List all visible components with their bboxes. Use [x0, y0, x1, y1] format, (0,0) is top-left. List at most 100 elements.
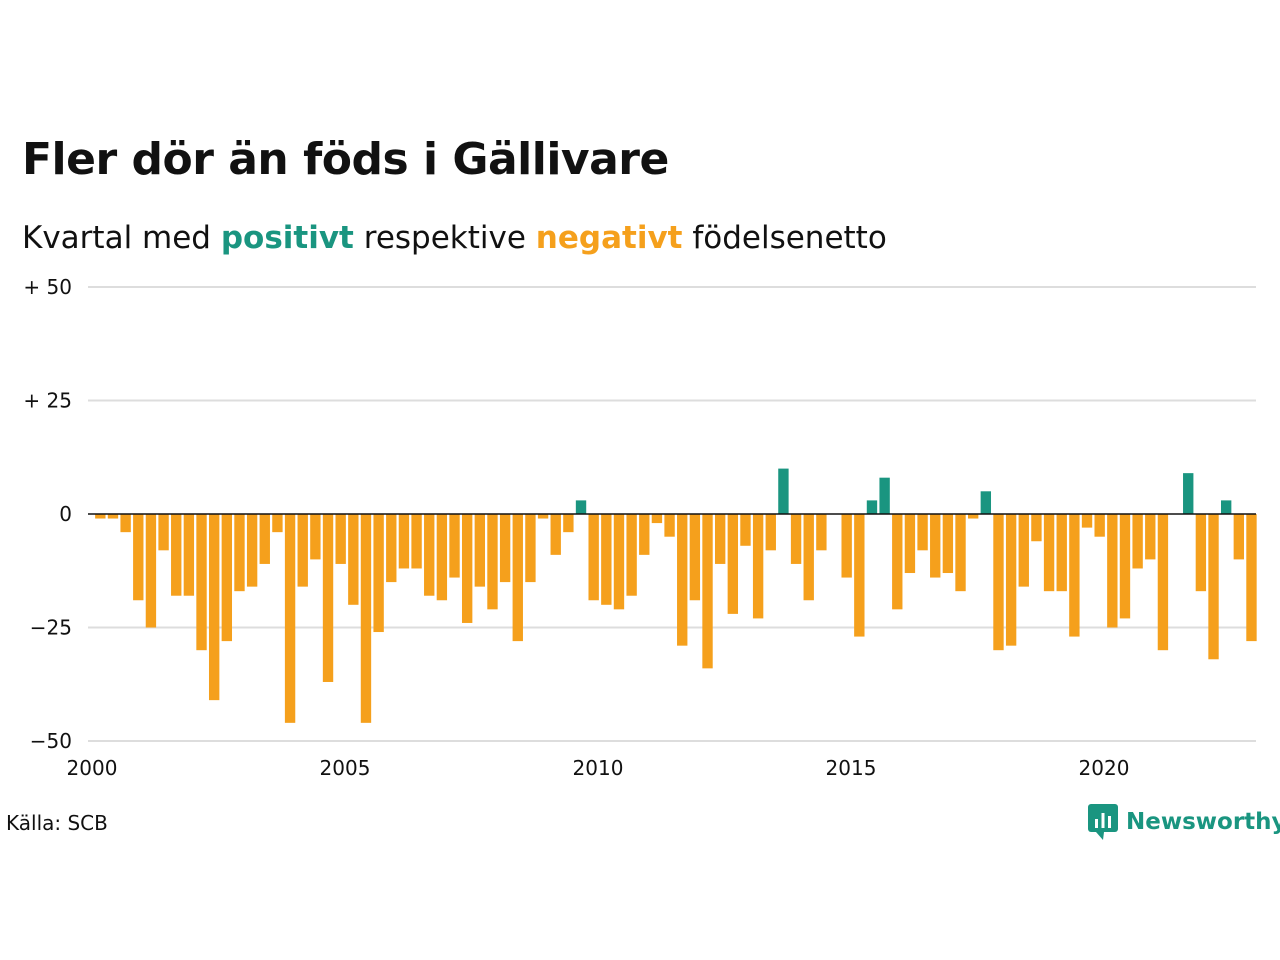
bar	[1132, 514, 1143, 569]
bar	[588, 514, 599, 601]
bar	[512, 514, 523, 642]
bar	[1081, 514, 1093, 528]
x-axis-labels: 2000 2005 2010 2015 2020	[67, 756, 1130, 780]
bar	[816, 514, 827, 551]
bar	[854, 514, 865, 637]
bar	[1043, 514, 1055, 592]
bar	[1005, 514, 1017, 646]
x-tick-label: 2000	[67, 756, 118, 780]
bar	[272, 514, 283, 533]
bar	[866, 500, 878, 514]
bar	[790, 514, 802, 564]
bar	[449, 514, 460, 578]
bar	[171, 514, 182, 596]
bar	[461, 514, 473, 623]
bar	[1246, 514, 1257, 642]
bar	[158, 514, 169, 551]
bar	[537, 514, 549, 519]
bar	[601, 514, 612, 605]
source-note: Källa: SCB	[6, 811, 108, 835]
bar	[120, 514, 131, 533]
bar	[259, 514, 270, 564]
bar	[398, 514, 410, 569]
bar	[322, 514, 334, 682]
bar	[386, 514, 397, 583]
bar	[752, 514, 764, 619]
bars	[95, 468, 1257, 723]
bar	[1157, 514, 1169, 651]
bar	[297, 514, 308, 587]
bar	[689, 514, 701, 601]
bar	[955, 514, 966, 592]
bar	[145, 514, 157, 628]
bar	[133, 514, 144, 601]
subtitle-prefix: Kvartal med	[22, 220, 211, 256]
bar	[234, 514, 245, 592]
bar	[841, 514, 852, 578]
bar	[487, 514, 498, 610]
bar	[942, 514, 954, 574]
y-tick-label: + 50	[23, 275, 72, 299]
bar	[727, 514, 739, 614]
bar	[904, 514, 916, 574]
bar	[677, 514, 688, 646]
bar	[993, 514, 1004, 651]
bar	[639, 514, 650, 555]
brand-logo: Newsworthy	[1088, 804, 1280, 840]
bar	[1233, 514, 1245, 560]
subtitle-suffix: födelsenetto	[692, 220, 887, 256]
bar	[714, 514, 726, 564]
x-tick-label: 2020	[1079, 756, 1130, 780]
bar	[917, 514, 928, 551]
bar	[778, 468, 789, 514]
bar	[284, 514, 296, 723]
x-tick-label: 2005	[320, 756, 371, 780]
bar	[740, 514, 751, 546]
bar	[1195, 514, 1207, 592]
bar-chart: + 50 + 25 0 −25 −50 2000 2005 2010 2015 2020	[23, 275, 1257, 780]
chart-title: Fler dör än föds i Gällivare	[22, 134, 669, 185]
subtitle-positive-label: positivt	[220, 220, 354, 256]
bar	[95, 514, 106, 519]
brand-name: Newsworthy	[1126, 809, 1280, 835]
bar	[664, 514, 675, 537]
bar	[563, 514, 574, 533]
bar	[702, 514, 713, 669]
bar	[335, 514, 346, 564]
x-tick-label: 2015	[826, 756, 877, 780]
bar	[525, 514, 536, 583]
bar	[1107, 514, 1118, 628]
bar	[613, 514, 625, 610]
bar	[246, 514, 258, 587]
bar	[411, 514, 422, 569]
bar	[221, 514, 233, 642]
y-axis-labels: + 50 + 25 0 −25 −50	[23, 275, 72, 753]
bar	[1018, 514, 1029, 587]
bar	[967, 514, 979, 519]
bar	[803, 514, 814, 601]
bar	[1069, 514, 1080, 637]
bar	[575, 500, 587, 514]
bar	[626, 514, 637, 596]
bar	[424, 514, 435, 596]
x-tick-label: 2010	[573, 756, 624, 780]
bar	[879, 477, 890, 514]
bar	[348, 514, 359, 605]
y-tick-label: + 25	[23, 389, 72, 413]
subtitle-negative-label: negativt	[535, 220, 683, 256]
bar	[436, 514, 448, 601]
subtitle-middle: respektive	[363, 220, 526, 256]
bar	[474, 514, 486, 587]
gridlines	[88, 286, 1256, 742]
bar	[1183, 473, 1194, 514]
bar	[930, 514, 941, 578]
bar	[373, 514, 384, 633]
bar	[892, 514, 903, 610]
bar	[310, 514, 321, 560]
chart-subtitle: Kvartal med positivt respektive negativt…	[22, 220, 887, 256]
bar	[196, 514, 207, 651]
bar	[651, 514, 663, 524]
bar	[550, 514, 561, 555]
bar	[980, 491, 992, 514]
y-tick-label: 0	[59, 502, 72, 526]
